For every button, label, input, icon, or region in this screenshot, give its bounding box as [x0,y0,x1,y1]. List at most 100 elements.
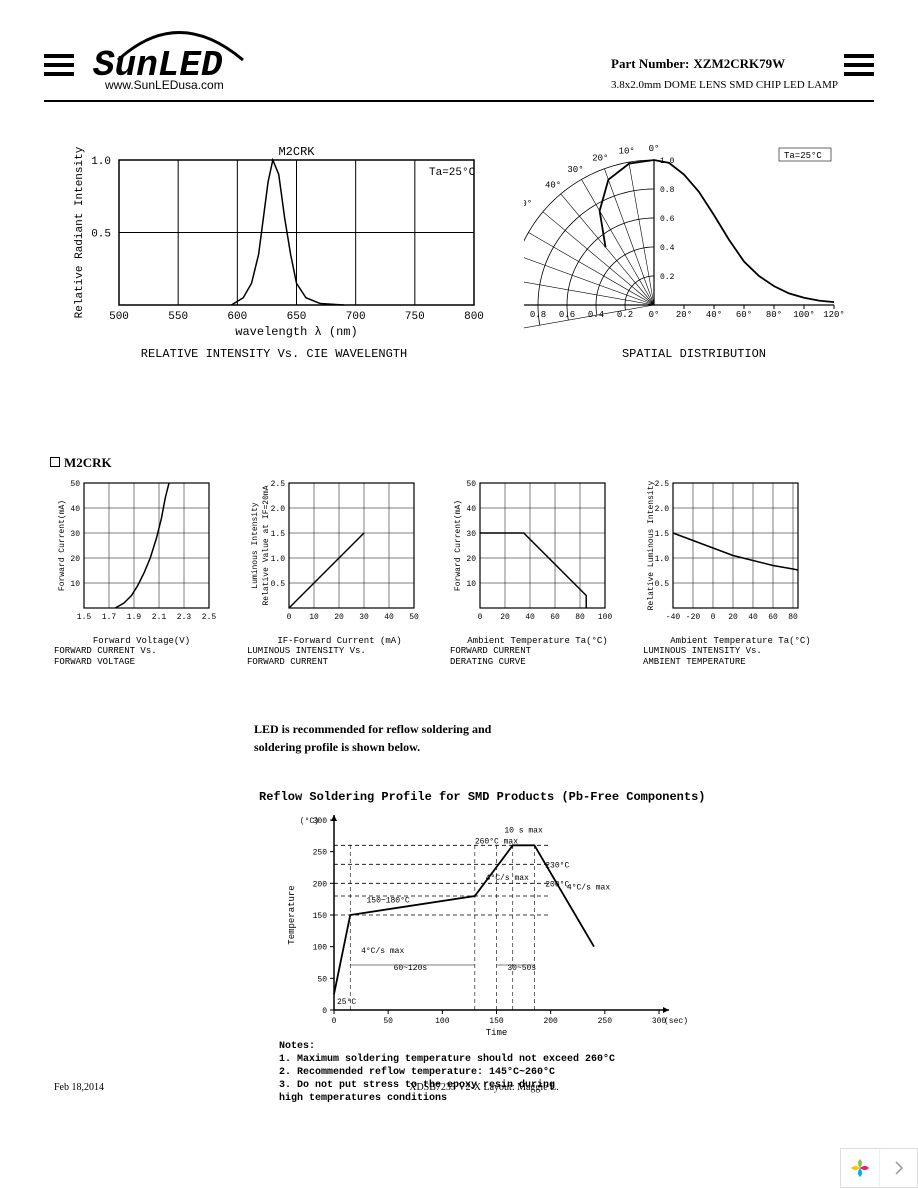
svg-text:0.8: 0.8 [660,186,675,195]
svg-text:2.0: 2.0 [655,505,670,514]
svg-text:150: 150 [313,912,328,921]
part-label: Part Number: [611,56,689,71]
svg-text:30~50s: 30~50s [507,964,536,973]
footer-doc: XDSB7235 V2-X Layout: Maggie L. [409,1082,559,1093]
svg-text:1.0: 1.0 [271,555,286,564]
logo-url: www.SunLEDusa.com [105,78,224,92]
m1-t1: FORWARD CURRENT Vs. [54,646,229,656]
svg-text:80°: 80° [766,310,782,320]
svg-text:Luminous Intensity: Luminous Intensity [251,502,260,589]
svg-text:1.9: 1.9 [127,613,142,622]
svg-text:100: 100 [435,1017,450,1026]
svg-text:50: 50 [70,480,80,489]
svg-text:10: 10 [309,613,319,622]
nav-logo-button[interactable] [841,1149,879,1187]
svg-text:150: 150 [489,1017,504,1026]
svg-text:(°C): (°C) [300,817,319,826]
m1-t2: FORWARD VOLTAGE [54,657,229,667]
svg-text:200°C: 200°C [545,880,569,889]
svg-text:30: 30 [70,530,80,539]
svg-text:150~180°C: 150~180°C [367,897,410,906]
m1-xlabel: Forward Voltage(V) [54,636,229,646]
m3-t2: DERATING CURVE [450,657,625,667]
svg-text:Relative Radiant Intensity: Relative Radiant Intensity [74,146,86,318]
m2-xlabel: IF-Forward Current (mA) [247,636,432,646]
chart1-title: RELATIVE INTENSITY Vs. CIE WAVELENGTH [64,347,484,361]
svg-text:80: 80 [788,613,798,622]
svg-text:800: 800 [464,311,484,323]
svg-text:50: 50 [383,1017,393,1026]
svg-text:260°C max: 260°C max [475,837,518,846]
svg-text:20: 20 [500,613,510,622]
nav-next-button[interactable] [879,1149,917,1187]
svg-text:20°: 20° [676,310,692,320]
svg-text:250: 250 [313,849,328,858]
svg-text:SunLED: SunLED [93,45,223,80]
svg-text:40: 40 [384,613,394,622]
svg-text:100: 100 [598,613,613,622]
svg-text:2.5: 2.5 [202,613,217,622]
svg-text:2.0: 2.0 [271,505,286,514]
svg-text:2.5: 2.5 [655,480,670,489]
svg-text:0.2: 0.2 [660,273,675,282]
svg-text:10: 10 [70,580,80,589]
chart-luminous-current: 010203040500.51.01.52.02.5Luminous Inten… [247,478,432,667]
datasheet-page: SunLED www.SunLEDusa.com Part Number: XZ… [0,0,918,1188]
header-rule [44,100,874,102]
svg-text:40°: 40° [706,310,722,320]
svg-text:40: 40 [70,505,80,514]
svg-text:500: 500 [109,311,129,323]
note-l2: soldering profile is shown below. [254,738,491,756]
svg-text:60: 60 [550,613,560,622]
svg-text:Ta=25°C: Ta=25°C [784,151,822,161]
svg-text:30: 30 [466,530,476,539]
svg-text:20: 20 [728,613,738,622]
svg-text:50: 50 [409,613,419,622]
svg-text:0: 0 [287,613,292,622]
notes-2: 2. Recommended reflow temperature: 145°C… [279,1066,615,1079]
svg-text:4°C/s max: 4°C/s max [361,947,404,956]
reflow-chart: 050100150200250300050100150200250300Temp… [279,810,699,1045]
svg-text:10: 10 [466,580,476,589]
svg-text:250: 250 [598,1017,613,1026]
header-right: Part Number: XZM2CRK79W 3.8x2.0mm DOME L… [611,55,838,91]
footer-date: Feb 18,2014 [54,1082,104,1093]
svg-text:10°: 10° [619,146,635,156]
svg-text:0°: 0° [649,144,660,154]
svg-text:0.6: 0.6 [660,215,675,224]
svg-text:100°: 100° [793,310,815,320]
svg-text:120°: 120° [823,310,845,320]
svg-text:2.5: 2.5 [271,480,286,489]
notes-3b: high temperatures conditions [279,1092,615,1105]
svg-text:0: 0 [478,613,483,622]
svg-text:0: 0 [711,613,716,622]
m4-t1: LUMINOUS INTENSITY Vs. [643,646,838,656]
menu-icon-right [844,54,874,76]
svg-text:2.1: 2.1 [152,613,167,622]
svg-text:20°: 20° [592,153,608,163]
svg-text:4°C/s max: 4°C/s max [567,884,610,893]
m2-t2: FORWARD CURRENT [247,657,432,667]
m3-t1: FORWARD CURRENT [450,646,625,656]
svg-text:700: 700 [346,311,366,323]
svg-text:Ta=25°C: Ta=25°C [429,167,476,179]
svg-text:40: 40 [466,505,476,514]
chart-derating: 0204060801001020304050Forward Current(mA… [450,478,625,667]
svg-text:20: 20 [70,555,80,564]
svg-text:0: 0 [322,1007,327,1016]
svg-text:0: 0 [332,1017,337,1026]
svg-text:Forward Current(mA): Forward Current(mA) [454,500,463,591]
section-checkbox [50,457,60,467]
svg-text:25°C: 25°C [337,998,356,1007]
svg-text:750: 750 [405,311,425,323]
svg-text:1.5: 1.5 [655,530,670,539]
svg-text:80: 80 [575,613,585,622]
svg-text:Time: Time [486,1028,508,1038]
note-l1: LED is recommended for reflow soldering … [254,720,491,738]
svg-text:100: 100 [313,944,328,953]
svg-text:1.0: 1.0 [91,156,111,168]
svg-text:600: 600 [227,311,247,323]
section-label: M2CRK [64,455,112,471]
notes-1: 1. Maximum soldering temperature should … [279,1053,615,1066]
svg-text:10 s max: 10 s max [504,827,543,836]
